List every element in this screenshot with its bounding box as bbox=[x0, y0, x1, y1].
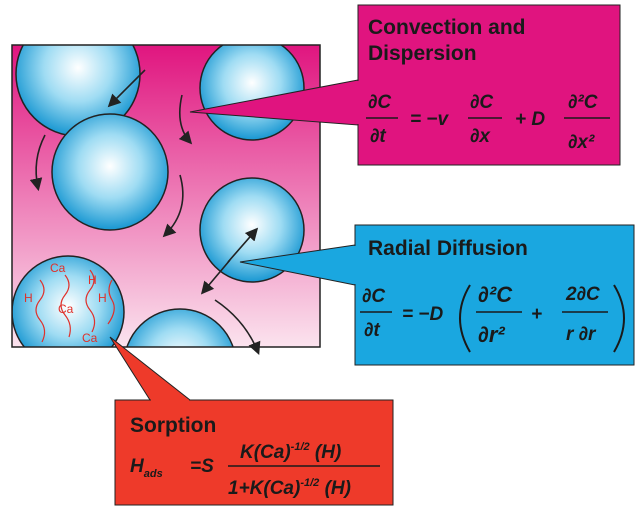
callout-title: Convection and bbox=[368, 16, 526, 39]
equation-term: = −v bbox=[410, 109, 449, 130]
equation-part: -1/2 bbox=[291, 441, 310, 453]
equation-term: ∂t bbox=[370, 126, 386, 147]
equation-numerator: K(Ca)-1/2 (H) bbox=[240, 441, 341, 463]
equation-part: 1+K(Ca) bbox=[228, 478, 300, 499]
equation-part: (H) bbox=[310, 442, 342, 463]
molecule-label: Ca bbox=[50, 261, 66, 275]
equation-term: ∂C bbox=[368, 92, 391, 113]
molecule-label: H bbox=[98, 291, 107, 305]
equation-term: + bbox=[531, 304, 542, 325]
equation-term: ∂C bbox=[470, 92, 493, 113]
molecule-label: H bbox=[24, 291, 33, 305]
molecule-label: Ca bbox=[58, 302, 74, 316]
molecule-label: Ca bbox=[82, 331, 98, 345]
diagram: Ca H H Ca H Ca Convection and Dispersion… bbox=[0, 0, 635, 508]
equation-term: =S bbox=[190, 456, 214, 477]
equation-term: ∂²C bbox=[568, 92, 598, 113]
callout-title: Radial Diffusion bbox=[368, 237, 528, 260]
equation-part: -1/2 bbox=[300, 477, 319, 489]
equation-term: 2∂C bbox=[565, 284, 600, 305]
callout-title: Sorption bbox=[130, 414, 216, 437]
equation-term: ∂x² bbox=[568, 132, 595, 153]
equation-part: ads bbox=[144, 468, 163, 480]
equation-term: + D bbox=[515, 109, 545, 130]
equation-term: ∂²C bbox=[478, 282, 513, 307]
molecule-label: H bbox=[88, 273, 97, 287]
equation-denominator: 1+K(Ca)-1/2 (H) bbox=[228, 477, 351, 499]
equation-term: ∂C bbox=[362, 286, 385, 307]
equation-term: ∂x bbox=[470, 126, 491, 147]
medium: Ca H H Ca H Ca bbox=[12, 12, 320, 421]
callout-title: Dispersion bbox=[368, 42, 477, 65]
equation-term: ∂t bbox=[364, 320, 380, 341]
equation-term: ∂r² bbox=[478, 322, 505, 347]
equation-term: r ∂r bbox=[566, 324, 597, 345]
equation-part: (H) bbox=[319, 478, 351, 499]
equation-part: K(Ca) bbox=[240, 442, 291, 463]
sorption-callout: Sorption Hads =S K(Ca)-1/2 (H) 1+K(Ca)-1… bbox=[110, 337, 393, 505]
equation-term: = −D bbox=[402, 304, 443, 325]
